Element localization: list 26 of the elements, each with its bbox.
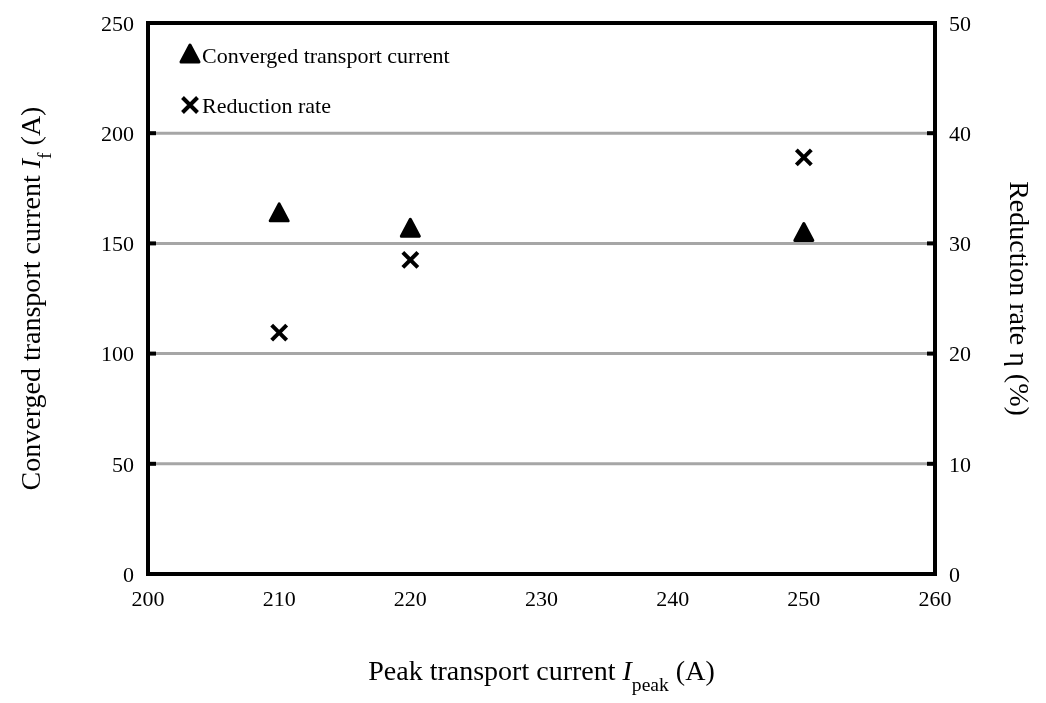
y2-axis-title: Reduction rate η (%) — [1004, 181, 1035, 416]
x-tick-label: 250 — [787, 586, 821, 611]
point — [269, 323, 289, 343]
y2-tick-label: 30 — [949, 231, 971, 257]
x-axis-title: Peak transport current I$_{peak}$ (A) — [368, 655, 715, 695]
y-tick-label: 100 — [101, 341, 134, 367]
y-tick-label: 200 — [101, 120, 134, 146]
y2-tick-label: 0 — [949, 561, 960, 587]
y2-tick-label: 40 — [949, 120, 971, 146]
point — [794, 147, 814, 167]
y-tick-label: 250 — [101, 10, 134, 36]
y-tick-label: 50 — [112, 451, 134, 477]
y2-tick-label: 10 — [949, 451, 971, 477]
point — [400, 250, 420, 270]
y2-tick-label: 20 — [949, 341, 971, 367]
y2-tick-label: 50 — [949, 10, 971, 36]
x-tick-label: 230 — [525, 586, 558, 611]
x-tick-label: 210 — [262, 586, 296, 611]
x-tick-label: 200 — [131, 586, 165, 611]
x-tick-label: 260 — [918, 586, 952, 611]
y-tick-label: 0 — [123, 561, 134, 587]
x-tick-label: 220 — [393, 586, 427, 611]
legend-label: Reduction rate — [202, 92, 331, 118]
y-tick-label: 150 — [101, 231, 134, 257]
legend-label: Converged transport current — [202, 42, 450, 68]
x-tick-label: 240 — [656, 586, 690, 611]
